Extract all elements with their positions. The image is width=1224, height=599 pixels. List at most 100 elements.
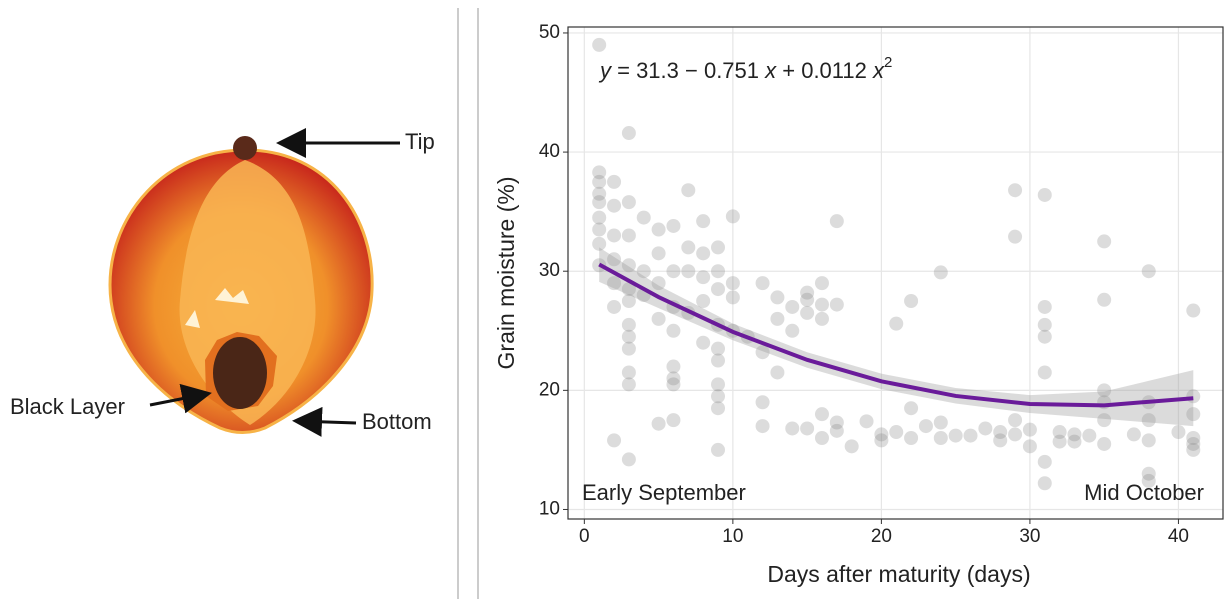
point — [711, 442, 726, 457]
kernel-diagram: Tip Black Layer Bottom — [10, 128, 435, 437]
point — [814, 430, 829, 445]
point — [1082, 428, 1097, 443]
point — [621, 341, 636, 356]
point — [696, 293, 711, 308]
point — [874, 427, 889, 442]
point — [770, 290, 785, 305]
point — [651, 222, 666, 237]
y-tick-label: 50 — [539, 22, 560, 43]
point — [696, 335, 711, 350]
plot: 10 20 30 40 50 0 10 20 30 40 y = 31.3 − 0.751 x + … — [493, 22, 1224, 587]
point — [1186, 303, 1201, 318]
point — [666, 218, 681, 233]
point — [993, 425, 1008, 440]
point — [711, 341, 726, 356]
point — [592, 186, 607, 201]
point — [770, 365, 785, 380]
plot-border — [567, 26, 1224, 520]
point — [829, 297, 844, 312]
point — [904, 401, 919, 416]
point — [681, 264, 696, 279]
point — [755, 419, 770, 434]
point — [933, 430, 948, 445]
diagram-label: Tip — [405, 129, 435, 154]
point — [800, 285, 815, 300]
point — [1008, 183, 1023, 198]
annotation: Mid October — [1084, 480, 1204, 505]
point — [621, 452, 636, 467]
point — [1008, 427, 1023, 442]
point — [755, 345, 770, 360]
point — [1141, 413, 1156, 428]
point — [933, 265, 948, 280]
point — [770, 311, 785, 326]
point — [621, 317, 636, 332]
point — [785, 421, 800, 436]
annotation: Early September — [582, 480, 746, 505]
point — [651, 416, 666, 431]
point — [696, 214, 711, 229]
x-axis-title: Days after maturity (days) — [767, 561, 1030, 587]
equation: y = 31.3 − 0.751 x + 0.0112 x2 — [598, 54, 892, 83]
point — [666, 413, 681, 428]
point — [592, 174, 607, 189]
point — [621, 195, 636, 210]
point — [1037, 365, 1052, 380]
point — [1008, 413, 1023, 428]
x-tick-label: 30 — [1019, 526, 1040, 547]
y-tick-label: 30 — [539, 260, 560, 281]
point — [1067, 427, 1082, 442]
equation-part: 2 — [884, 54, 892, 71]
point — [711, 240, 726, 255]
point — [844, 439, 859, 454]
point — [711, 377, 726, 392]
point — [829, 214, 844, 229]
point — [711, 264, 726, 279]
point — [621, 126, 636, 141]
point — [1037, 317, 1052, 332]
point — [963, 428, 978, 443]
point — [800, 292, 815, 307]
arrow — [149, 383, 212, 414]
point — [1186, 430, 1201, 445]
point — [1186, 442, 1201, 457]
y-axis-title: Grain moisture (%) — [493, 177, 519, 370]
point — [785, 299, 800, 314]
fit-line — [598, 262, 1194, 408]
point — [1141, 433, 1156, 448]
point — [607, 433, 622, 448]
point — [1171, 425, 1186, 440]
point — [1141, 264, 1156, 279]
point — [1097, 292, 1112, 307]
point — [948, 428, 963, 443]
point — [696, 270, 711, 285]
point — [814, 311, 829, 326]
point — [829, 423, 844, 438]
point — [636, 210, 651, 225]
point — [621, 377, 636, 392]
point — [592, 165, 607, 180]
point — [711, 389, 726, 404]
point — [696, 246, 711, 261]
point — [785, 323, 800, 338]
equation-part: + 0.0112 — [776, 58, 873, 83]
point — [814, 407, 829, 422]
point — [621, 258, 636, 273]
point — [1097, 383, 1112, 398]
x-tick-label: 20 — [871, 526, 892, 547]
point — [666, 371, 681, 386]
point — [1037, 476, 1052, 491]
point — [607, 299, 622, 314]
point — [904, 430, 919, 445]
x-tick-label: 10 — [722, 526, 743, 547]
point — [800, 421, 815, 436]
point — [1097, 436, 1112, 451]
point — [993, 433, 1008, 448]
point — [725, 290, 740, 305]
point — [592, 195, 607, 210]
point — [725, 276, 740, 291]
point — [1126, 427, 1141, 442]
point — [651, 276, 666, 291]
